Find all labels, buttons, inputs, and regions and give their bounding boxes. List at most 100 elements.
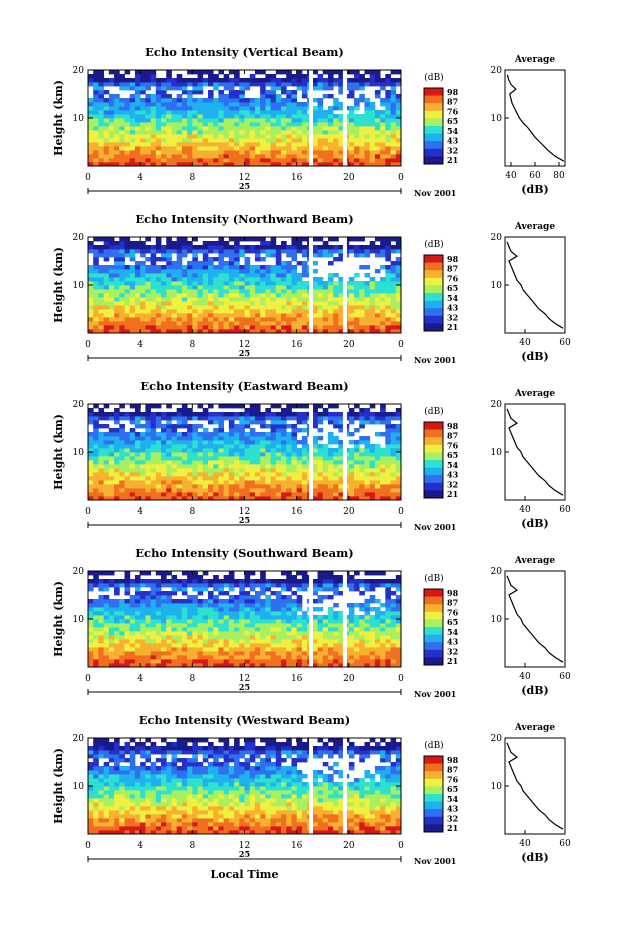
heatmap-cell	[385, 420, 391, 424]
heatmap-cell	[239, 444, 245, 448]
heatmap-cell	[198, 98, 204, 102]
heatmap-cell	[276, 285, 282, 289]
heatmap-cell	[255, 408, 261, 412]
heatmap-cell	[104, 484, 110, 488]
heatmap-cell	[192, 297, 198, 301]
heatmap-cell	[281, 492, 287, 496]
heatmap-cell	[218, 325, 224, 329]
heatmap-cell	[151, 639, 157, 643]
heatmap-cell	[104, 452, 110, 456]
heatmap-cell	[187, 599, 193, 603]
heatmap-cell	[177, 237, 183, 241]
heatmap-cell	[93, 424, 99, 428]
heatmap-cell	[208, 249, 214, 253]
heatmap-cell	[323, 82, 329, 86]
heatmap-cell	[224, 452, 230, 456]
heatmap-cell	[161, 635, 167, 639]
heatmap-cell	[255, 313, 261, 317]
heatmap-cell	[318, 118, 324, 122]
heatmap-cell	[88, 98, 94, 102]
heatmap-cell	[166, 404, 172, 408]
heatmap-cell	[323, 78, 329, 82]
heatmap-cell	[88, 102, 94, 106]
heatmap-cell	[391, 289, 397, 293]
heatmap-cell	[391, 603, 397, 607]
heatmap-cell	[145, 285, 151, 289]
heatmap-cell	[130, 476, 136, 480]
heatmap-cell	[359, 309, 365, 313]
heatmap-cell	[354, 237, 360, 241]
x-tick-label: 20	[343, 507, 355, 517]
heatmap-cell	[125, 448, 131, 452]
heatmap-cell	[375, 607, 381, 611]
heatmap-cell	[125, 146, 131, 150]
heatmap-cell	[349, 440, 355, 444]
heatmap-cell	[245, 464, 251, 468]
heatmap-cell	[281, 158, 287, 162]
heatmap-cell	[187, 245, 193, 249]
heatmap-cell	[119, 297, 125, 301]
heatmap-cell	[302, 158, 308, 162]
heatmap-cell	[234, 659, 240, 663]
heatmap-cell	[161, 158, 167, 162]
heatmap-cell	[291, 655, 297, 659]
heatmap-cell	[364, 82, 370, 86]
heatmap-cell	[156, 627, 162, 631]
heatmap-cell	[333, 619, 339, 623]
heatmap-cell	[286, 452, 292, 456]
heatmap-cell	[375, 456, 381, 460]
heatmap-cell	[156, 452, 162, 456]
heatmap-cell	[370, 106, 376, 110]
heatmap-cell	[229, 118, 235, 122]
avg-profile-line	[507, 409, 563, 495]
heatmap-cell	[187, 484, 193, 488]
heatmap-cell	[130, 412, 136, 416]
heatmap-cell	[135, 313, 141, 317]
heatmap-cell	[239, 480, 245, 484]
heatmap-cell	[271, 126, 277, 130]
heatmap-cell	[213, 154, 219, 158]
heatmap-cell	[145, 138, 151, 142]
heatmap-cell	[109, 273, 115, 277]
heatmap-cell	[349, 408, 355, 412]
heatmap-cell	[177, 472, 183, 476]
heatmap-cell	[281, 440, 287, 444]
heatmap-cell	[114, 440, 120, 444]
heatmap-cell	[119, 623, 125, 627]
heatmap-cell	[281, 293, 287, 297]
heatmap-cell	[98, 492, 104, 496]
heatmap-cell	[187, 476, 193, 480]
heatmap-cell	[140, 241, 146, 245]
heatmap-cell	[140, 126, 146, 130]
heatmap-cell	[125, 277, 131, 281]
heatmap-cell	[380, 305, 386, 309]
heatmap-cell	[291, 305, 297, 309]
heatmap-cell	[265, 146, 271, 150]
heatmap-cell	[364, 647, 370, 651]
heatmap-cell	[250, 448, 256, 452]
heatmap-cell	[380, 615, 386, 619]
heatmap-cell	[297, 102, 303, 106]
heatmap-cell	[250, 468, 256, 472]
heatmap-cell	[234, 456, 240, 460]
heatmap-cell	[265, 293, 271, 297]
heatmap-cell	[145, 444, 151, 448]
heatmap-cell	[88, 436, 94, 440]
heatmap-cell	[109, 265, 115, 269]
heatmap-cell	[359, 293, 365, 297]
heatmap-cell	[245, 277, 251, 281]
heatmap-cell	[171, 468, 177, 472]
heatmap-cell	[203, 448, 209, 452]
heatmap-cell	[265, 627, 271, 631]
heatmap-cell	[234, 607, 240, 611]
heatmap-cell	[318, 313, 324, 317]
heatmap-cell	[359, 607, 365, 611]
heatmap-cell	[125, 122, 131, 126]
heatmap-cell	[328, 122, 334, 126]
heatmap-cell	[312, 277, 318, 281]
heatmap-cell	[130, 273, 136, 277]
heatmap-cell	[88, 118, 94, 122]
heatmap-cell	[297, 412, 303, 416]
heatmap-cell	[302, 118, 308, 122]
heatmap-cell	[354, 476, 360, 480]
